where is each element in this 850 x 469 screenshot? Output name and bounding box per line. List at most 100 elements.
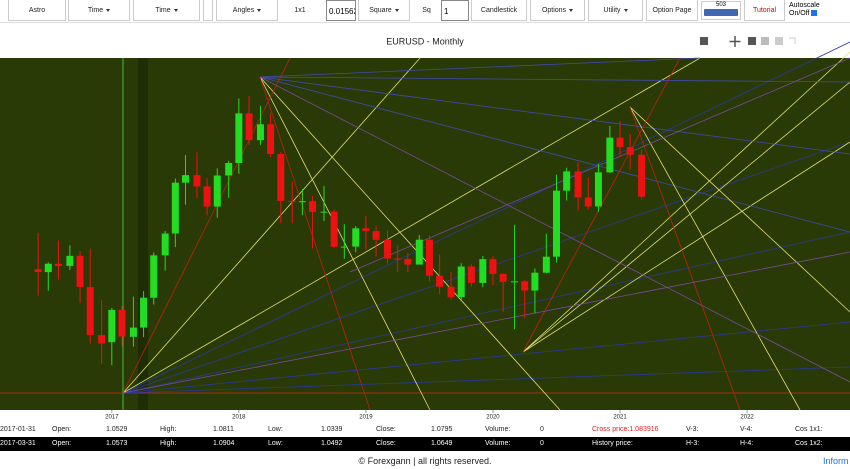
- tutorial-button[interactable]: Tutorial: [744, 0, 785, 21]
- value: 1.0795: [431, 426, 453, 433]
- candle-body: [574, 171, 582, 198]
- candle-body: [489, 259, 497, 274]
- candle-body: [542, 256, 550, 273]
- candle-body: [553, 190, 561, 257]
- separator: [0, 22, 850, 23]
- candle-body: [98, 334, 106, 344]
- reset-icon[interactable]: [789, 37, 796, 44]
- autoscale-toggle[interactable]: Autoscale On/Off: [789, 2, 829, 18]
- label: Cos 1x2:: [795, 440, 823, 447]
- utility-button[interactable]: Utility: [588, 0, 643, 21]
- candle-body: [616, 137, 624, 148]
- candle-body: [521, 281, 529, 291]
- chart: EURUSD - Monthly 2017 2018 2019 2020 2021 202…: [0, 36, 850, 422]
- candle-body: [140, 297, 148, 328]
- candle-body: [171, 182, 179, 234]
- candle-body: [256, 124, 264, 141]
- zoom-in-icon[interactable]: [748, 37, 756, 45]
- x-tick-label: 2020: [486, 415, 500, 421]
- candle-body: [150, 255, 158, 298]
- value: 1.0339: [321, 426, 343, 433]
- candle-body: [330, 211, 338, 247]
- autoscale-label: Autoscale On/Off: [789, 2, 820, 17]
- info-row: 2017-03-31 Open: 1.0573 High: 1.0904 Low…: [0, 437, 850, 451]
- scale-input[interactable]: 0.01562: [326, 0, 356, 21]
- save-icon[interactable]: [700, 37, 708, 45]
- candle-body: [436, 275, 444, 287]
- candle-body: [467, 266, 475, 283]
- candle-body: [76, 255, 84, 288]
- candle-body: [606, 137, 614, 173]
- label: Low:: [268, 440, 283, 447]
- value: 0: [540, 426, 544, 433]
- plot-area: [0, 58, 850, 410]
- candle-body: [108, 309, 116, 343]
- candle-body: [362, 228, 370, 232]
- square-button[interactable]: Square: [358, 0, 410, 21]
- candle-body: [34, 269, 42, 273]
- candle-body: [86, 287, 94, 335]
- x-tick-label: 2017: [105, 415, 119, 421]
- candlestick-button[interactable]: Candlestick: [471, 0, 527, 21]
- chart-tools: [700, 36, 796, 47]
- info-row: 2017-01-31 Open: 1.0529 High: 1.0811 Low…: [0, 423, 850, 437]
- autoscale-icon[interactable]: [775, 37, 783, 45]
- date: 2017-03-31: [0, 440, 36, 447]
- angles-button[interactable]: Angles: [216, 0, 278, 21]
- label: V-4:: [740, 426, 753, 433]
- label: Close:: [376, 440, 396, 447]
- candle-body: [288, 200, 296, 202]
- label: Volume:: [485, 426, 511, 433]
- candle-body: [352, 228, 360, 247]
- cross-price: Cross price:1.083916: [592, 426, 659, 433]
- label: Low:: [268, 426, 283, 433]
- time-button[interactable]: Time: [133, 0, 200, 21]
- value: 0: [540, 440, 544, 447]
- candle-body: [372, 231, 380, 240]
- candle-body: [213, 175, 221, 207]
- gann-lines: [122, 41, 850, 411]
- zoom-out-icon[interactable]: [761, 37, 769, 45]
- pan-icon[interactable]: [729, 36, 741, 47]
- candle-body: [277, 154, 285, 201]
- x-tick-label: 2022: [740, 415, 754, 421]
- copyright: © Forexgann | all rights reserved.: [358, 456, 492, 466]
- candle-body: [638, 154, 646, 197]
- option-page-button[interactable]: Option Page: [646, 0, 698, 21]
- like-widget[interactable]: 503: [701, 1, 741, 20]
- x-tick-label: 2021: [613, 415, 627, 421]
- astro-button[interactable]: Astro: [8, 0, 66, 21]
- label: High:: [160, 426, 177, 433]
- label: Open:: [52, 440, 72, 447]
- spinner-button[interactable]: [203, 0, 213, 21]
- date: 2017-01-31: [0, 426, 36, 433]
- candle-body: [584, 197, 592, 207]
- candle-body: [161, 233, 169, 256]
- candle-body: [479, 259, 487, 283]
- footer-link[interactable]: Inform: [823, 456, 849, 466]
- candle-body: [511, 281, 519, 283]
- candle-body: [320, 211, 328, 213]
- candle-body: [298, 201, 306, 203]
- value: 1.0573: [106, 440, 128, 447]
- sq-input[interactable]: 1: [441, 0, 469, 21]
- label: High:: [160, 440, 177, 447]
- sq-label: Sq: [413, 0, 440, 21]
- candle-body: [203, 186, 211, 207]
- time-button[interactable]: Time: [68, 0, 130, 21]
- candle-body: [66, 255, 74, 266]
- candle-body: [340, 246, 348, 248]
- label: V-3:: [686, 426, 699, 433]
- candle-body: [225, 162, 233, 176]
- autoscale-checkbox[interactable]: [811, 10, 818, 17]
- chart-title: EURUSD - Monthly: [386, 36, 464, 46]
- candle-body: [394, 258, 402, 260]
- options-button[interactable]: Options: [530, 0, 585, 21]
- candle-body: [309, 201, 317, 212]
- label: H-4:: [740, 440, 754, 447]
- label: H-3:: [686, 440, 700, 447]
- candle-body: [594, 172, 602, 207]
- label: Open:: [52, 426, 72, 433]
- history-price: History price:: [592, 440, 633, 447]
- like-button[interactable]: [704, 9, 738, 16]
